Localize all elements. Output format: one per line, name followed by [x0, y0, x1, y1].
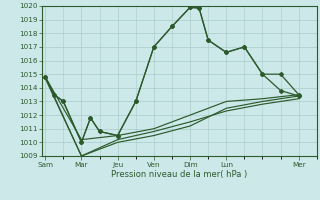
- X-axis label: Pression niveau de la mer( hPa ): Pression niveau de la mer( hPa ): [111, 170, 247, 179]
